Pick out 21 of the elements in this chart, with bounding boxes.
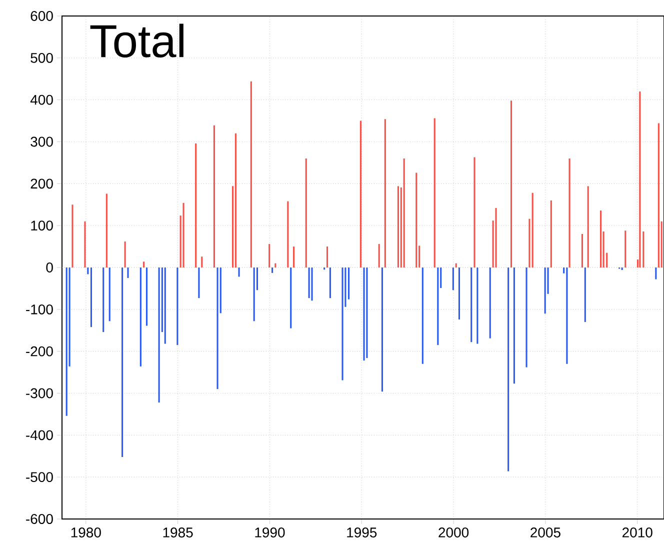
x-tick-label: 1980 [71,528,101,538]
chart-title: Total [90,24,184,58]
x-tick-label: 2010 [622,528,652,538]
y-tick-label: 200 [30,178,53,189]
x-tick-label: 1995 [347,528,377,538]
y-tick-label: -300 [26,388,53,398]
x-tick-label: 2005 [530,528,560,538]
x-tick-label: 2000 [438,528,469,538]
y-tick-label: 300 [30,136,53,147]
y-tick-label: 100 [31,220,53,231]
y-tick-label: 600 [30,11,53,21]
y-tick-label: 400 [30,94,53,105]
y-tick-label: 500 [30,52,53,63]
y-tick-label: -200 [26,346,53,356]
y-tick-label: 0 [46,262,53,272]
y-tick-label: -100 [26,304,53,314]
x-tick-label: 1990 [255,528,285,538]
y-tick-label: -600 [26,514,53,524]
x-tick-label: 1985 [163,528,193,538]
y-tick-label: -400 [26,430,53,440]
y-tick-label: -500 [26,472,53,482]
